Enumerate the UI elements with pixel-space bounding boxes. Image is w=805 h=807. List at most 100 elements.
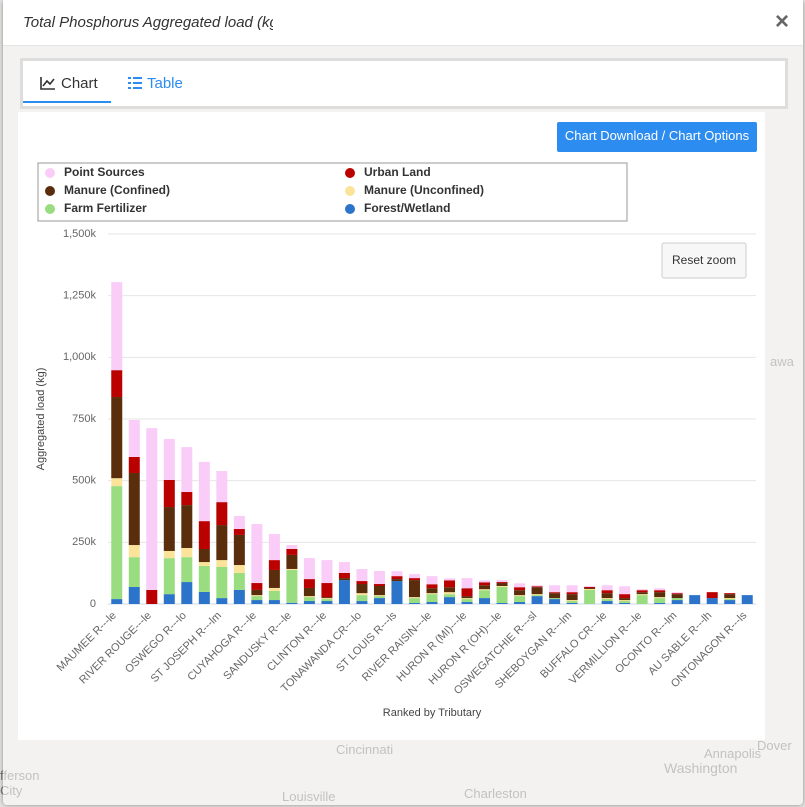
- bar-segment: [461, 578, 473, 589]
- bar-segment: [531, 587, 543, 595]
- bar-segment: [356, 584, 368, 594]
- bar-segment: [128, 545, 140, 558]
- bar-segment: [373, 584, 385, 586]
- bar-segment: [356, 593, 368, 596]
- bar-segment: [531, 585, 543, 587]
- bar-segment: [408, 574, 420, 579]
- bar-segment: [496, 580, 508, 583]
- bar-segment: [531, 596, 543, 604]
- bar-segment: [338, 572, 350, 579]
- bar-segment: [426, 584, 438, 589]
- bar-segment: [531, 595, 543, 597]
- bar-segment: [373, 595, 385, 597]
- chart-icon: [40, 77, 55, 90]
- bar-segment: [216, 502, 228, 526]
- bar-segment: [514, 583, 526, 588]
- bar-segment: [496, 586, 508, 604]
- bar-segment: [584, 588, 596, 590]
- bar-segment: [654, 588, 666, 591]
- bar-segment: [303, 596, 315, 598]
- bar-segment: [496, 585, 508, 587]
- legend-marker: [345, 186, 355, 196]
- bar-segment: [286, 568, 298, 570]
- bar-segment: [391, 579, 403, 582]
- bar-segment: [444, 597, 456, 604]
- x-tick-label: OCONTO R---lm: [613, 610, 679, 676]
- x-tick-label: BUFFALO CR---le: [538, 610, 609, 681]
- bar-segment: [146, 428, 158, 590]
- bar-segment: [636, 595, 648, 604]
- x-axis-title: Ranked by Tributary: [383, 707, 482, 719]
- bar-segment: [426, 576, 438, 585]
- bar-segment: [233, 515, 245, 530]
- bar-segment: [303, 558, 315, 580]
- bar-segment: [566, 601, 578, 604]
- bar-segment: [286, 569, 298, 603]
- reset-zoom-button[interactable]: [661, 242, 747, 279]
- x-tick-label: OSWEGO R---lo: [123, 610, 189, 676]
- bar-segment: [391, 571, 403, 577]
- bar-segment: [251, 524, 263, 584]
- bar-segment: [636, 590, 648, 593]
- x-tick-label: MAUMEE R---le: [55, 610, 119, 674]
- legend-box: [37, 162, 628, 222]
- tab-bar: Chart Table: [20, 58, 788, 109]
- y-tick-label: 1,000k: [63, 351, 97, 363]
- bar-segment: [286, 554, 298, 569]
- x-tick-label: AU SABLE R---lh: [646, 610, 714, 678]
- bar-segment: [706, 598, 718, 604]
- legend-label: Point Sources: [64, 165, 145, 179]
- bar-segment: [619, 601, 631, 604]
- download-button[interactable]: Chart Download / Chart Options: [557, 122, 757, 152]
- bar-segment: [584, 587, 596, 589]
- bar-segment: [408, 598, 420, 604]
- bar-segment: [496, 603, 508, 604]
- y-tick-label: 1,500k: [63, 228, 97, 240]
- bar-segment: [268, 590, 280, 601]
- bar-segment: [636, 589, 648, 591]
- bar-segment: [163, 507, 175, 551]
- bar-segment: [373, 585, 385, 596]
- bar-segment: [601, 598, 613, 600]
- bar-segment: [601, 590, 613, 594]
- x-tick-label: ST LOUIS R---ls: [334, 609, 399, 674]
- bar-segment: [251, 589, 263, 596]
- bar-segment: [163, 594, 175, 604]
- bar-segment: [724, 594, 736, 599]
- bar-segment: [111, 397, 123, 479]
- bar-segment: [724, 600, 736, 604]
- legend-label: Manure (Confined): [64, 183, 170, 197]
- bar-segment: [181, 582, 193, 604]
- bar-segment: [356, 595, 368, 602]
- bar-segment: [444, 587, 456, 593]
- bar-segment: [233, 565, 245, 573]
- bar-segment: [251, 583, 263, 590]
- legend-label: Forest/Wetland: [364, 201, 450, 215]
- bar-segment: [461, 599, 473, 603]
- legend-marker: [45, 204, 55, 214]
- bar-segment: [373, 570, 385, 585]
- bar-segment: [654, 590, 666, 593]
- legend-marker: [45, 186, 55, 196]
- bar-segment: [479, 589, 491, 591]
- bar-segment: [479, 585, 491, 590]
- close-button[interactable]: ×: [774, 8, 789, 35]
- y-tick-label: 0: [90, 598, 96, 610]
- tab-chart[interactable]: Chart: [61, 75, 98, 92]
- bar-segment: [128, 473, 140, 546]
- bar-segment: [338, 578, 350, 581]
- bar-segment: [198, 461, 210, 522]
- bar-segment: [198, 566, 210, 592]
- bar-segment: [636, 592, 648, 595]
- bar-segment: [461, 588, 473, 597]
- bar-segment: [216, 471, 228, 503]
- bar-segment: [321, 583, 333, 598]
- y-tick-label: 500k: [72, 475, 96, 487]
- bar-segment: [689, 595, 701, 604]
- bar-segment: [233, 589, 245, 604]
- bar-segment: [163, 558, 175, 595]
- bar-segment: [566, 592, 578, 595]
- bar-segment: [479, 590, 491, 599]
- tab-table[interactable]: Table: [147, 75, 183, 92]
- bar-segment: [601, 593, 613, 599]
